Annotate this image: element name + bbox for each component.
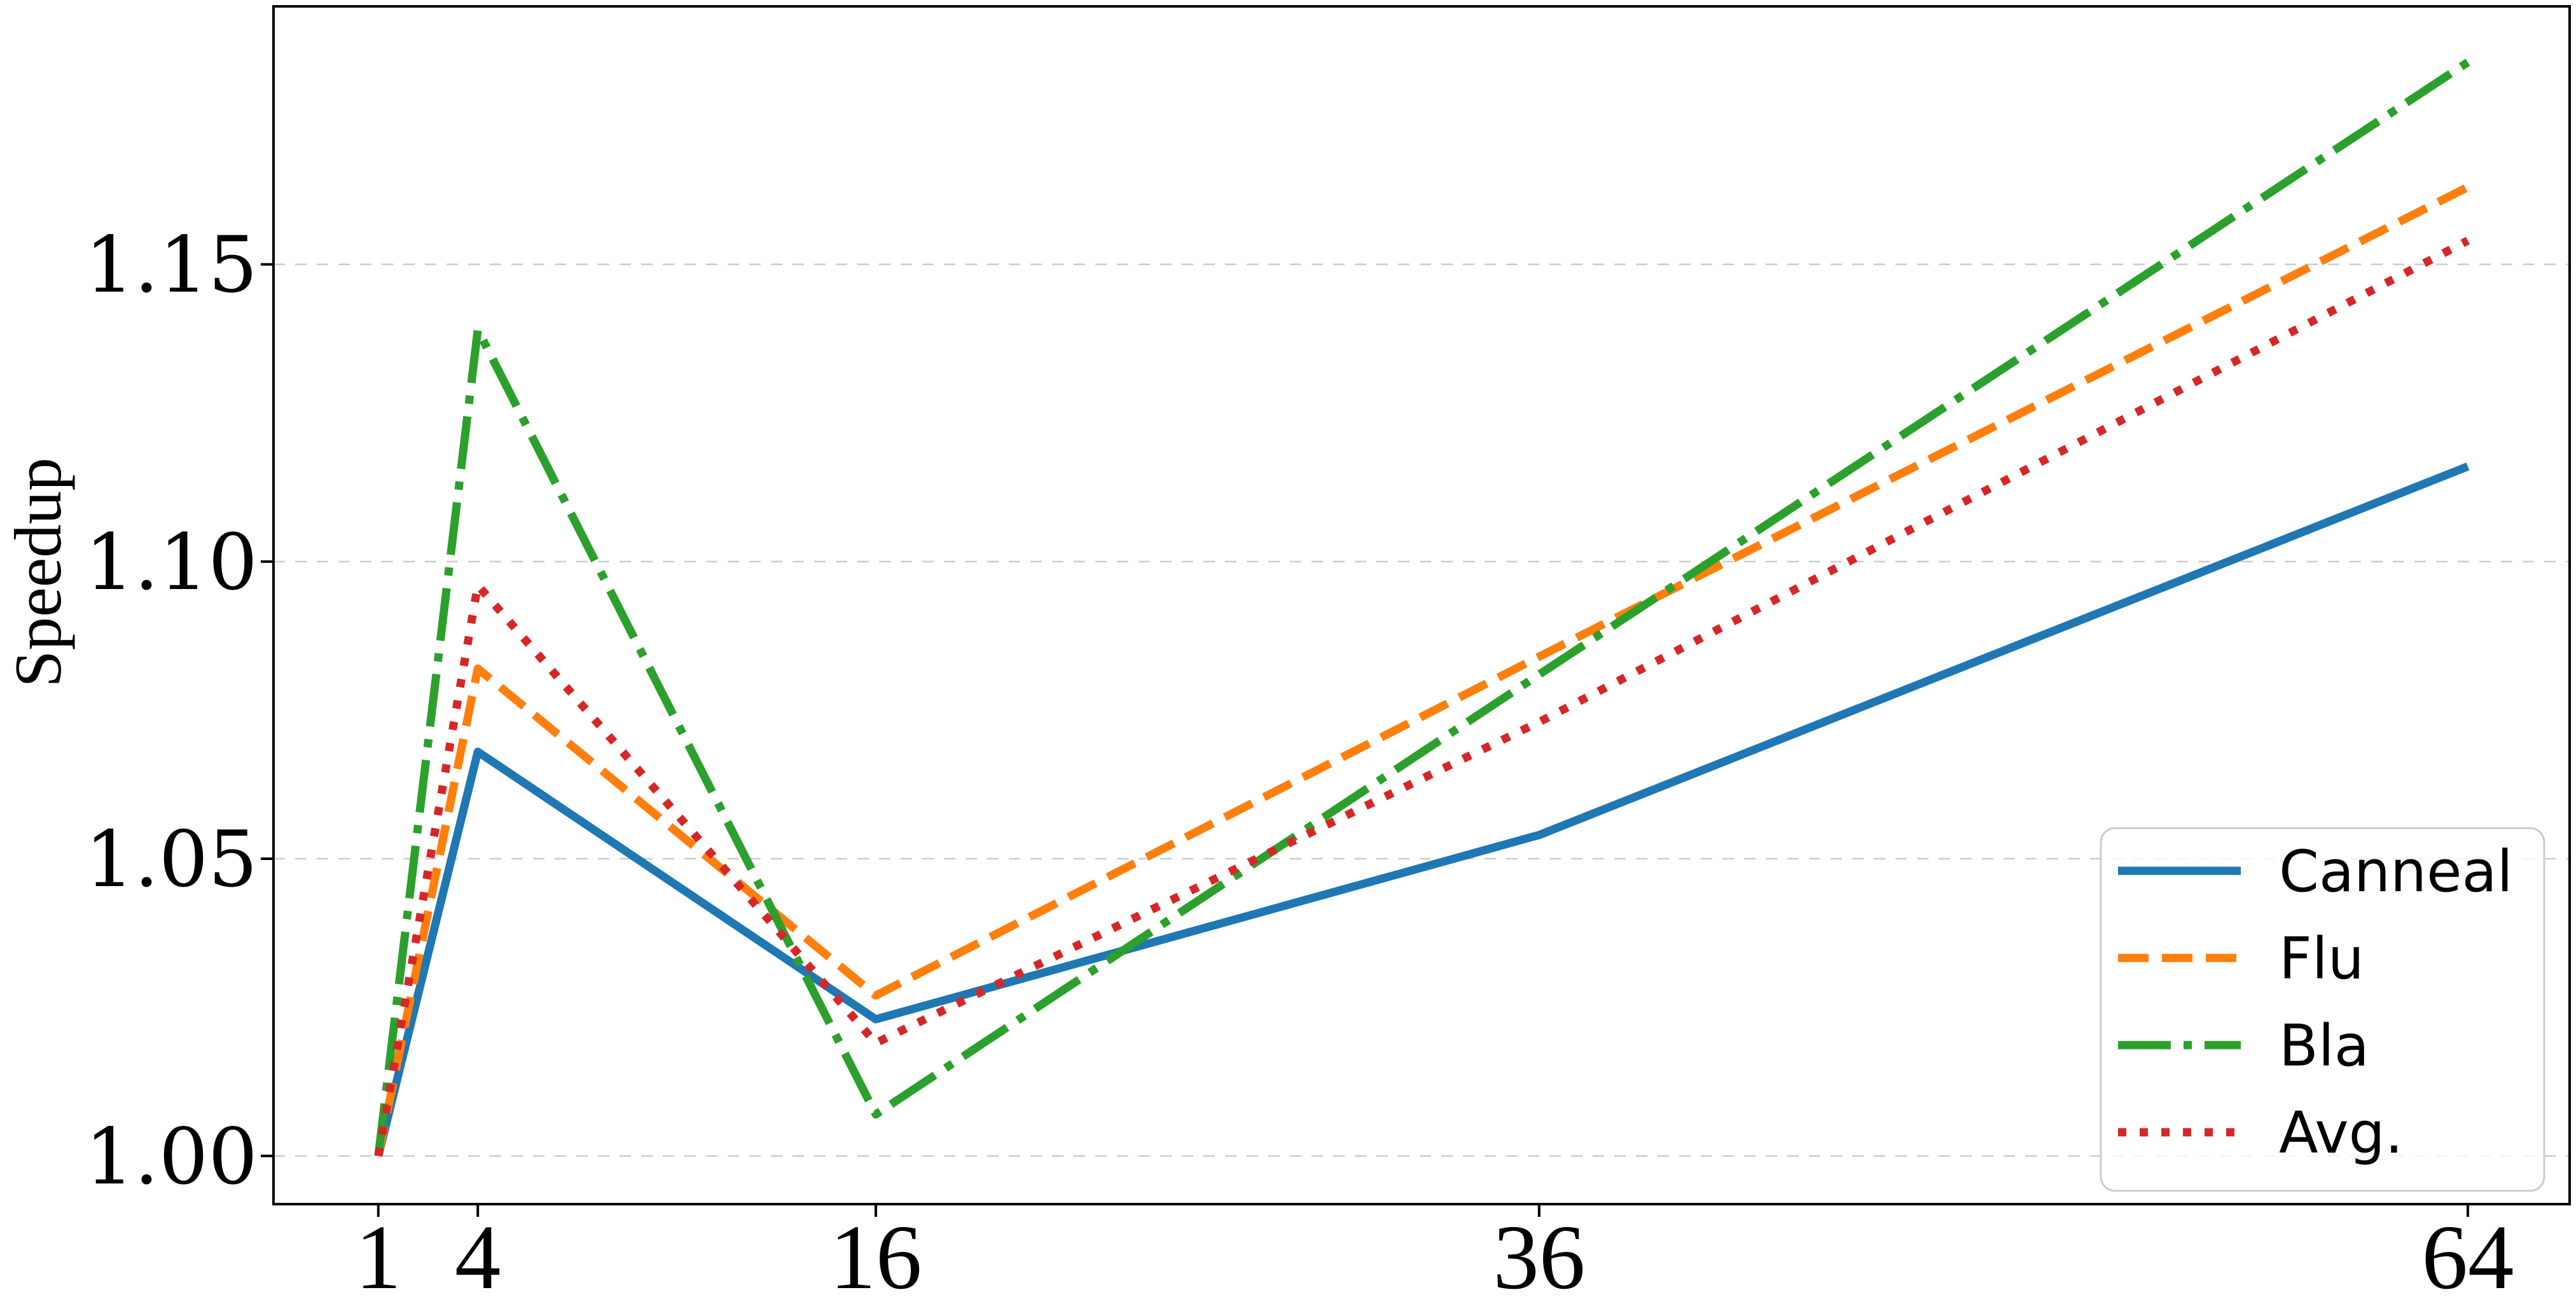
x-tick-label: 36 [1493,1207,1585,1304]
y-tick-label: 1.05 [85,814,258,905]
y-tick-label: 1.10 [85,517,258,607]
legend-item-label: Bla [2279,1013,2369,1079]
legend-item-label: Avg. [2279,1100,2403,1167]
x-tick-label: 64 [2421,1207,2514,1304]
x-tick-label: 1 [356,1207,402,1304]
y-axis-label: Speedup [1,457,75,688]
legend-item-label: Flu [2279,926,2364,992]
legend-box [2100,827,2545,1192]
series-line-canneal [374,462,2470,1157]
legend-item-label: Canneal [2279,838,2513,905]
x-tick-label: 4 [455,1207,501,1304]
series-line-bla [374,59,2470,1157]
y-tick-label: 1.00 [85,1111,258,1202]
series-line-flu [374,183,2470,1157]
series-line-avg [374,237,2470,1157]
x-tick-label: 16 [829,1207,922,1304]
plot-border [272,5,2571,1205]
y-tick-label: 1.15 [85,220,258,310]
